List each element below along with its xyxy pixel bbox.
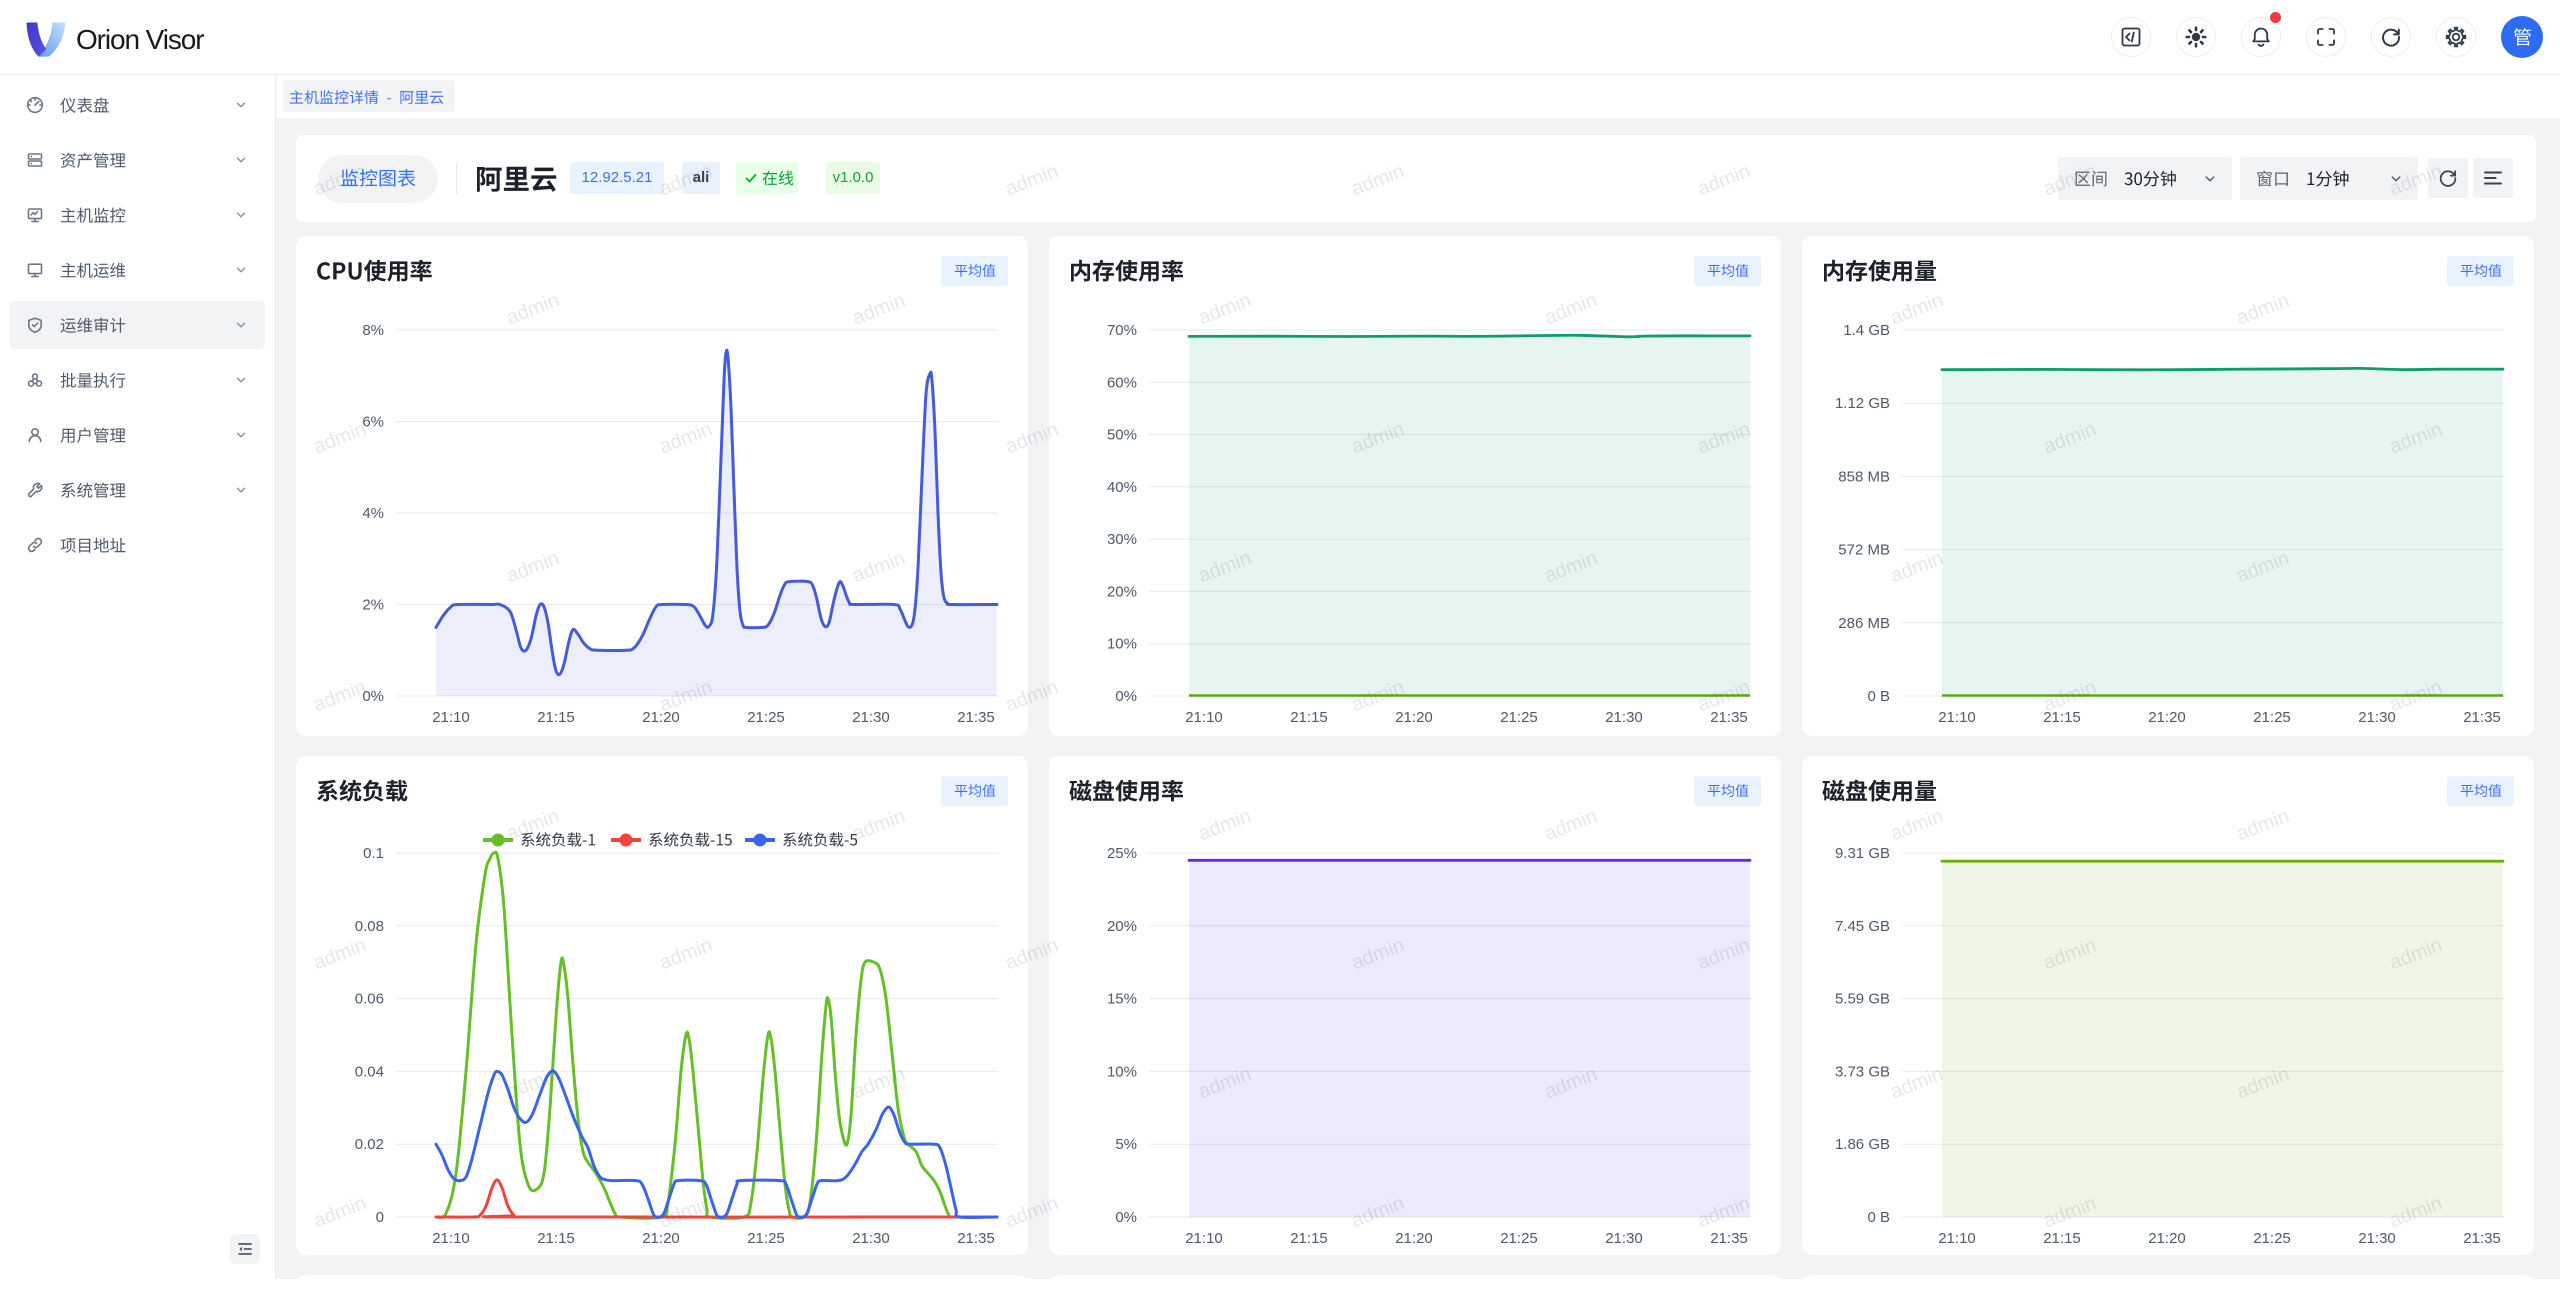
svg-text:21:20: 21:20: [642, 1230, 680, 1247]
svg-text:30%: 30%: [1107, 531, 1137, 548]
svg-text:21:25: 21:25: [2253, 1230, 2291, 1247]
svg-text:858 MB: 858 MB: [1838, 468, 1890, 485]
svg-text:21:20: 21:20: [1395, 709, 1433, 726]
svg-text:5.59 GB: 5.59 GB: [1835, 991, 1890, 1008]
svg-text:0: 0: [376, 1209, 384, 1226]
svg-text:21:25: 21:25: [747, 1230, 785, 1247]
svg-text:21:10: 21:10: [1185, 1230, 1223, 1247]
svg-text:21:15: 21:15: [1290, 709, 1328, 726]
svg-text:0 B: 0 B: [1867, 1209, 1890, 1226]
svg-text:15%: 15%: [1107, 991, 1137, 1008]
svg-text:21:30: 21:30: [852, 1230, 890, 1247]
svg-text:1.4 GB: 1.4 GB: [1843, 322, 1890, 339]
svg-text:0%: 0%: [1115, 688, 1137, 705]
svg-text:0.1: 0.1: [363, 845, 384, 862]
svg-text:10%: 10%: [1107, 636, 1137, 653]
svg-text:21:20: 21:20: [2148, 709, 2186, 726]
svg-text:21:25: 21:25: [747, 709, 785, 726]
svg-text:1.86 GB: 1.86 GB: [1835, 1136, 1890, 1153]
svg-text:10%: 10%: [1107, 1063, 1137, 1080]
svg-text:0%: 0%: [1115, 1209, 1137, 1226]
svg-text:21:30: 21:30: [2358, 1230, 2396, 1247]
svg-text:40%: 40%: [1107, 479, 1137, 496]
svg-text:0.08: 0.08: [355, 918, 384, 935]
svg-text:1.12 GB: 1.12 GB: [1835, 395, 1890, 412]
svg-text:21:35: 21:35: [957, 709, 995, 726]
svg-text:21:15: 21:15: [537, 1230, 575, 1247]
svg-text:0 B: 0 B: [1867, 688, 1890, 705]
svg-text:21:35: 21:35: [1710, 1230, 1748, 1247]
svg-text:7.45 GB: 7.45 GB: [1835, 918, 1890, 935]
svg-text:3.73 GB: 3.73 GB: [1835, 1063, 1890, 1080]
svg-text:9.31 GB: 9.31 GB: [1835, 845, 1890, 862]
svg-text:21:35: 21:35: [2463, 1230, 2501, 1247]
svg-text:21:15: 21:15: [537, 709, 575, 726]
svg-text:21:10: 21:10: [432, 709, 470, 726]
svg-text:286 MB: 286 MB: [1838, 615, 1890, 632]
svg-text:21:30: 21:30: [852, 709, 890, 726]
svg-text:0%: 0%: [362, 688, 384, 705]
svg-text:70%: 70%: [1107, 322, 1137, 339]
svg-text:21:15: 21:15: [1290, 1230, 1328, 1247]
svg-text:60%: 60%: [1107, 374, 1137, 391]
svg-text:21:10: 21:10: [432, 1230, 470, 1247]
svg-text:21:10: 21:10: [1938, 709, 1976, 726]
svg-text:21:30: 21:30: [2358, 709, 2396, 726]
svg-text:8%: 8%: [362, 322, 384, 339]
svg-text:21:20: 21:20: [2148, 1230, 2186, 1247]
svg-text:21:35: 21:35: [1710, 709, 1748, 726]
svg-text:0.06: 0.06: [355, 991, 384, 1008]
svg-text:21:20: 21:20: [642, 709, 680, 726]
svg-text:20%: 20%: [1107, 583, 1137, 600]
svg-text:0.04: 0.04: [355, 1063, 384, 1080]
svg-text:50%: 50%: [1107, 427, 1137, 444]
svg-text:21:35: 21:35: [957, 1230, 995, 1247]
svg-text:572 MB: 572 MB: [1838, 542, 1890, 559]
svg-text:21:15: 21:15: [2043, 1230, 2081, 1247]
svg-text:4%: 4%: [362, 505, 384, 522]
svg-text:21:10: 21:10: [1938, 1230, 1976, 1247]
svg-text:5%: 5%: [1115, 1136, 1137, 1153]
svg-text:21:25: 21:25: [2253, 709, 2291, 726]
svg-text:2%: 2%: [362, 597, 384, 614]
svg-text:21:15: 21:15: [2043, 709, 2081, 726]
svg-text:25%: 25%: [1107, 845, 1137, 862]
svg-text:21:10: 21:10: [1185, 709, 1223, 726]
svg-text:21:30: 21:30: [1605, 1230, 1643, 1247]
svg-text:21:25: 21:25: [1500, 1230, 1538, 1247]
svg-text:0.02: 0.02: [355, 1136, 384, 1153]
svg-text:21:20: 21:20: [1395, 1230, 1433, 1247]
svg-text:21:35: 21:35: [2463, 709, 2501, 726]
svg-text:20%: 20%: [1107, 918, 1137, 935]
svg-text:21:25: 21:25: [1500, 709, 1538, 726]
svg-text:21:30: 21:30: [1605, 709, 1643, 726]
svg-text:6%: 6%: [362, 414, 384, 431]
